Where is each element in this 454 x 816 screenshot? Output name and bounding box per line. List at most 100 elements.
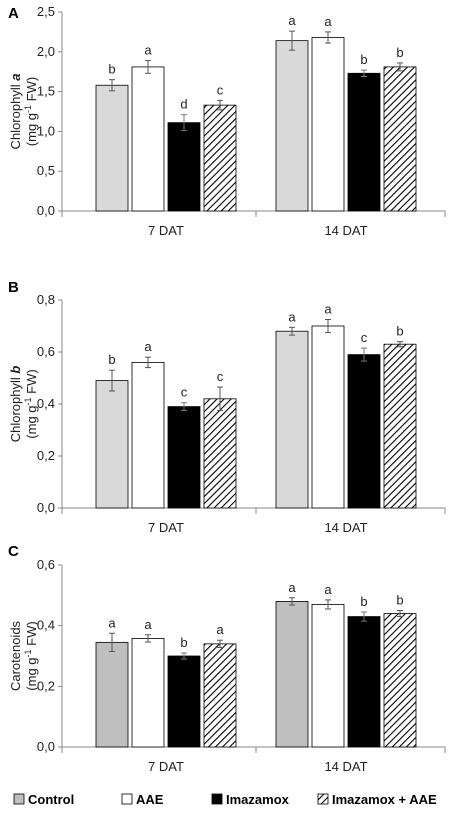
panel-C: C 0,0 0,2 0,4 0,6 7 DAT 14 DAT Carotenoids(mg g… (8, 543, 446, 774)
bar-imazamox (347, 72, 381, 212)
bar-aae (311, 37, 345, 212)
legend-item: AAE (121, 792, 164, 807)
error-bar (289, 326, 295, 336)
error-bar (109, 369, 115, 392)
significance-letter: a (144, 617, 152, 632)
bar-control (275, 40, 309, 212)
y-tick-label: 0,2 (37, 678, 55, 693)
bar-control (95, 380, 129, 509)
legend-item: Imazamox + AAE (317, 792, 437, 807)
significance-letter: a (288, 13, 296, 28)
bar-imazamox (347, 354, 381, 509)
significance-letter: a (324, 582, 332, 597)
error-bar (145, 60, 151, 74)
bar-imazamox-aae (203, 104, 237, 212)
error-bar (325, 31, 331, 44)
category-label: 7 DAT (148, 223, 184, 238)
significance-letter: b (396, 593, 403, 608)
significance-letter: a (288, 309, 296, 324)
bar-imazamox-aae (383, 66, 417, 212)
error-bar (109, 79, 115, 92)
error-bar (217, 99, 223, 111)
significance-letter: b (396, 45, 403, 60)
panel-B: B 0,0 0,2 0,4 0,6 0,8 7 DAT 14 DAT Chlorophyll b… (8, 279, 446, 535)
bar-imazamox (167, 122, 201, 212)
legend-label: Imazamox + AAE (332, 792, 437, 807)
legend: Control AAE Imazamox Imazamox + AAE (13, 792, 437, 807)
y-tick-label: 0,0 (37, 203, 55, 218)
significance-letter: a (324, 14, 332, 29)
error-bar (217, 386, 223, 411)
significance-letter: b (360, 52, 367, 67)
error-bar (361, 611, 367, 622)
error-bar (361, 69, 367, 77)
bar-aae (131, 66, 165, 212)
y-tick-label: 0,4 (37, 618, 55, 633)
y-tick-label: 0,4 (37, 396, 55, 411)
significance-letter: a (216, 622, 224, 637)
significance-letter: b (180, 635, 187, 650)
bar-control (275, 330, 309, 509)
bar-imazamox-aae (383, 613, 417, 748)
bar-imazamox (167, 406, 201, 509)
bar-imazamox (347, 616, 381, 748)
error-bar (397, 341, 403, 348)
bar-imazamox-aae (203, 643, 237, 748)
bar-imazamox (167, 655, 201, 748)
y-tick-label: 2,0 (37, 44, 55, 59)
error-bar (217, 639, 223, 649)
error-bar (325, 599, 331, 610)
category-label: 14 DAT (324, 759, 367, 774)
y-axis-label: Chlorophyll b(mg g-1 FW) (8, 366, 39, 443)
significance-letter: c (217, 369, 224, 384)
bar-aae (131, 361, 165, 509)
bar-imazamox-aae (383, 343, 417, 509)
significance-letter: a (144, 339, 152, 354)
y-tick-label: 0,6 (37, 557, 55, 572)
legend-swatch (211, 793, 223, 805)
significance-letter: a (108, 615, 116, 630)
legend-swatch (317, 793, 329, 805)
y-tick-label: 2,5 (37, 4, 55, 19)
y-axis-label: Carotenoids(mg g-1 FW) (8, 620, 39, 691)
significance-letter: b (108, 352, 115, 367)
y-tick-label: 0,2 (37, 448, 55, 463)
y-tick-label: 1,5 (37, 84, 55, 99)
significance-letter: b (396, 324, 403, 339)
y-tick-label: 0,0 (37, 739, 55, 754)
panel-A: A 0,0 0,5 1,0 1,5 2,0 2,5 7 DAT 14 DAT Chlorophyl… (8, 4, 446, 238)
significance-letter: a (288, 580, 296, 595)
bar-imazamox-aae (203, 398, 237, 509)
error-bar (145, 356, 151, 369)
category-label: 7 DAT (148, 759, 184, 774)
legend-label: Imazamox (226, 792, 290, 807)
category-label: 7 DAT (148, 520, 184, 535)
error-bar (361, 347, 367, 362)
legend-item: Imazamox (211, 792, 290, 807)
y-tick-label: 1,0 (37, 123, 55, 138)
category-label: 14 DAT (324, 223, 367, 238)
bar-control (275, 601, 309, 748)
error-bar (181, 114, 187, 132)
significance-letter: a (144, 43, 152, 58)
category-label: 14 DAT (324, 520, 367, 535)
legend-label: AAE (136, 792, 164, 807)
error-bar (397, 610, 403, 618)
significance-letter: b (360, 594, 367, 609)
error-bar (109, 632, 115, 652)
y-tick-label: 0,5 (37, 163, 55, 178)
legend-item: Control (13, 792, 74, 807)
error-bar (181, 402, 187, 411)
legend-label: Control (28, 792, 74, 807)
bar-control (95, 84, 129, 212)
y-tick-label: 0,0 (37, 500, 55, 515)
legend-swatch (121, 793, 133, 805)
bar-aae (131, 638, 165, 748)
error-bar (397, 62, 403, 72)
significance-letter: c (217, 82, 224, 97)
significance-letter: b (108, 62, 115, 77)
significance-letter: c (361, 330, 368, 345)
bar-aae (311, 604, 345, 748)
panel-label: C (8, 543, 19, 560)
